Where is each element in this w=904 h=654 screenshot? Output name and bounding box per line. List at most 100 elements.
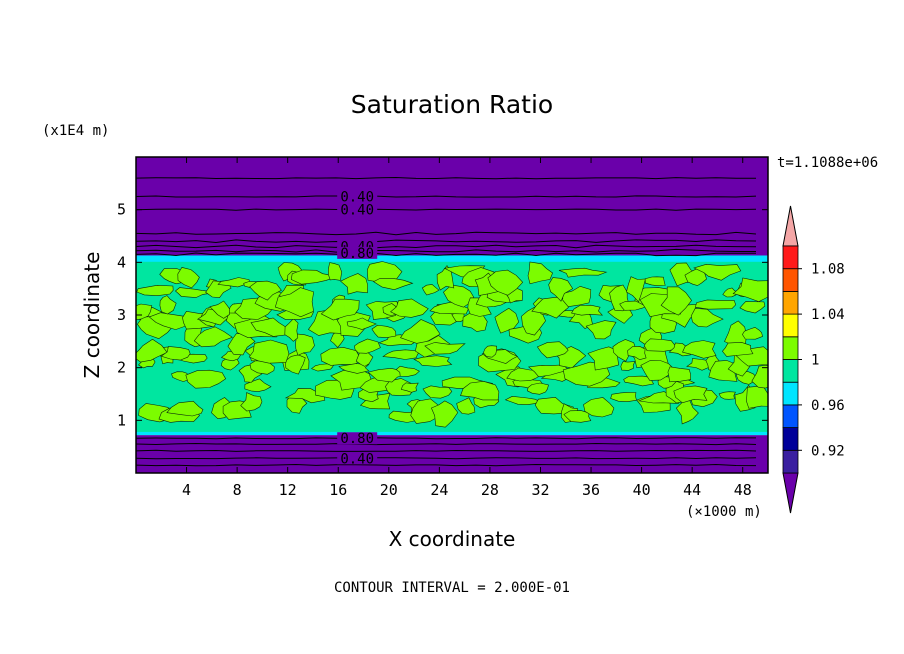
saturated-patch (708, 360, 738, 382)
saturated-patch (422, 385, 453, 399)
saturated-patch (693, 263, 742, 281)
saturated-patch (673, 385, 708, 404)
saturated-patch (686, 358, 711, 371)
saturated-patch (193, 326, 233, 348)
saturated-patch (274, 287, 315, 318)
saturated-patch (548, 277, 574, 302)
colorbar-swatch (782, 336, 799, 360)
contour-labels: 0.400.400.400.800.800.40 (337, 190, 378, 467)
colorbar-label: 0.96 (811, 398, 845, 414)
colorbar-label: 1 (811, 353, 819, 369)
contour-label-bg (337, 452, 378, 465)
saturated-patch (563, 410, 592, 423)
chart-title: Saturation Ratio (351, 90, 553, 119)
saturated-patch (667, 366, 692, 383)
contour-label-bg (337, 190, 378, 203)
colorbar-swatch (782, 381, 799, 406)
contour-label: 0.40 (340, 190, 374, 206)
saturated-patch (209, 300, 231, 319)
saturated-patch (174, 287, 218, 298)
colorbar-swatch (782, 313, 799, 338)
saturated-patch (732, 277, 768, 303)
x-tick-label: 28 (481, 481, 499, 499)
contour-line (136, 463, 757, 467)
contour-label: 0.40 (340, 203, 374, 219)
x-tick-label: 44 (683, 481, 701, 499)
colorbar-swatch (782, 404, 799, 428)
saturated-patch (410, 398, 443, 424)
x-axis-label: X coordinate (389, 527, 516, 551)
saturated-patch (424, 342, 466, 355)
contour-label-bg (337, 203, 378, 216)
saturated-patch (751, 364, 768, 389)
saturated-patch (660, 286, 692, 316)
saturated-patch (217, 277, 250, 288)
contour-label-bg (337, 246, 378, 259)
saturated-patch (395, 365, 420, 377)
saturated-patch (571, 304, 604, 316)
saturated-patch (136, 338, 168, 363)
saturated-patch (359, 392, 391, 410)
saturated-patch (284, 318, 299, 342)
saturated-patch (431, 400, 459, 428)
saturated-patch (340, 273, 369, 295)
saturated-patch (284, 388, 326, 404)
colorbar-swatch (782, 359, 799, 383)
colorbar-swatch (782, 245, 799, 270)
saturated-patch (371, 324, 397, 338)
saturated-patch (644, 276, 666, 287)
saturated-patch (177, 267, 200, 289)
saturated-patch (327, 262, 343, 281)
colorbar-swatch (782, 449, 799, 474)
saturated-patch (285, 354, 306, 375)
saturated-patch (148, 312, 188, 330)
saturated-patch (320, 346, 361, 366)
saturated-patch (585, 320, 617, 340)
y-unit-label: (x1E4 m) (42, 123, 109, 139)
saturated-patch (159, 295, 177, 315)
saturated-patch (171, 371, 190, 382)
saturated-patch (583, 397, 615, 418)
contour-line (136, 457, 757, 460)
saturated-patch (421, 284, 440, 296)
contour-line (136, 239, 757, 244)
saturated-patch (290, 269, 338, 285)
contour-line (136, 442, 757, 446)
x-tick-label: 8 (233, 481, 242, 499)
time-label: t=1.1088e+06 (777, 155, 878, 171)
contour-label: 0.80 (340, 431, 374, 447)
contour-line (136, 244, 757, 249)
y-tick-label: 2 (117, 359, 126, 377)
saturated-patch (643, 338, 679, 352)
saturated-patch (460, 380, 500, 401)
saturated-patch (536, 341, 569, 359)
x-tick-label: 36 (582, 481, 600, 499)
saturated-patch (346, 317, 377, 330)
y-tick-label: 3 (117, 306, 126, 324)
x-tick-label: 40 (633, 481, 651, 499)
saturated-patch (610, 392, 637, 403)
contour-label: 0.40 (340, 451, 374, 467)
contour-line (136, 252, 757, 257)
saturated-patch (527, 364, 570, 378)
saturated-patch (456, 397, 476, 415)
saturated-patch (413, 355, 453, 367)
colorbar-swatch (782, 268, 799, 292)
y-axis-label: Z coordinate (80, 252, 104, 379)
contour-line (136, 449, 757, 452)
mixed-layer-top-band (136, 255, 768, 262)
y-axis: 1 2 3 4 5 (117, 201, 768, 429)
y-tick-label: 4 (117, 253, 126, 271)
colorbar-label: 0.92 (811, 443, 845, 459)
saturated-patch (136, 284, 174, 297)
saturated-patch (390, 298, 429, 318)
saturated-patch (248, 339, 290, 364)
saturated-patch (295, 333, 315, 356)
saturated-patch (675, 399, 699, 425)
contour-label: 0.80 (340, 246, 374, 262)
colorbar-label: 1.04 (811, 307, 845, 323)
saturated-patch (694, 299, 737, 310)
colorbar-swatch (782, 427, 799, 451)
saturated-patch (682, 340, 717, 359)
